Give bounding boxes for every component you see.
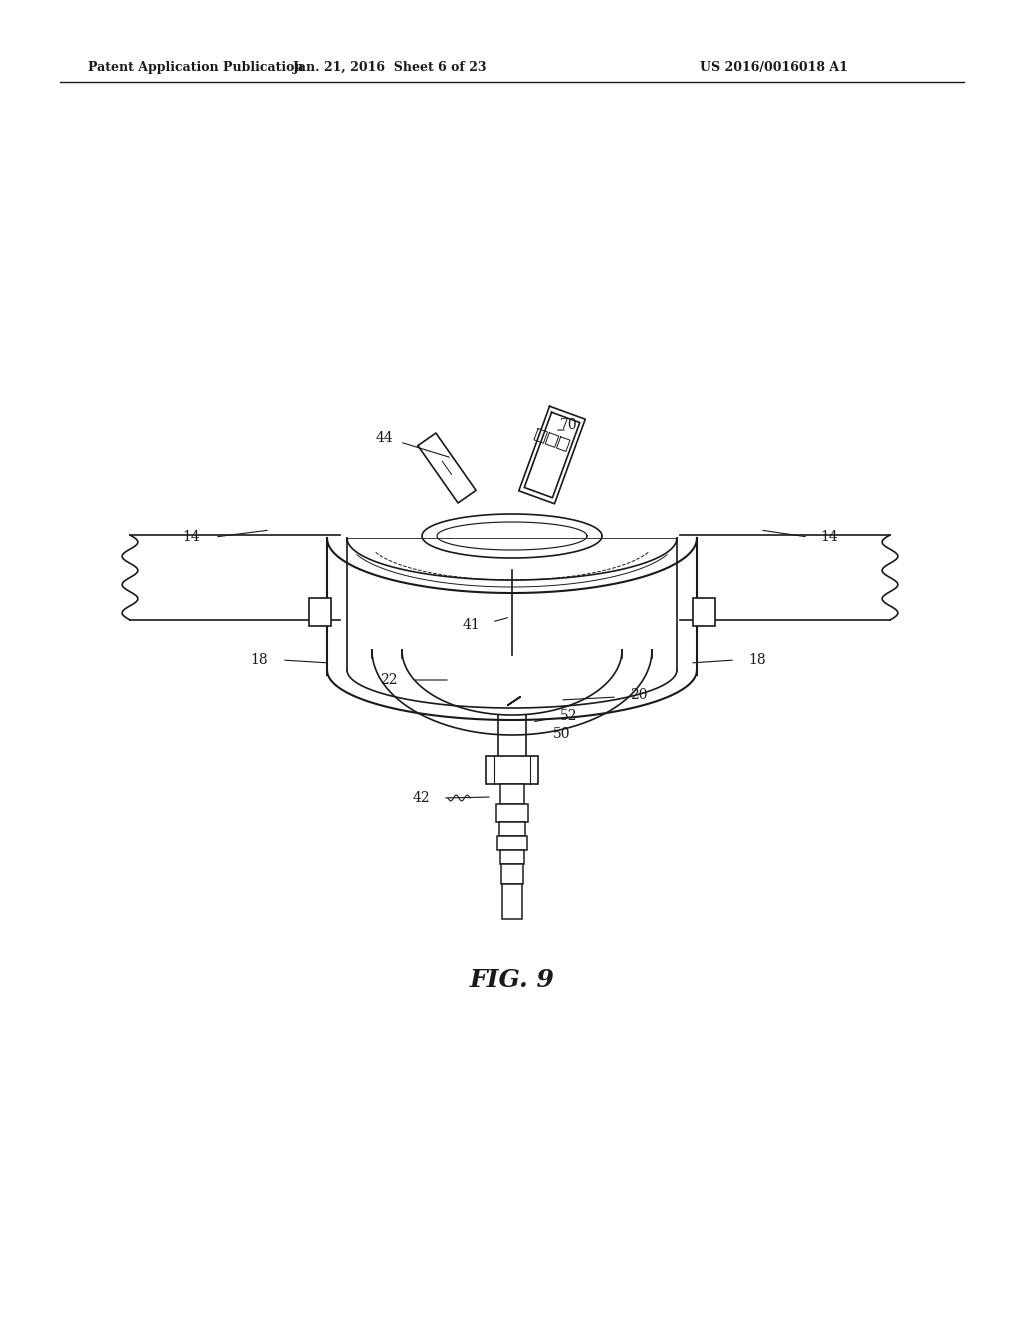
FancyBboxPatch shape — [309, 598, 331, 626]
Text: Jan. 21, 2016  Sheet 6 of 23: Jan. 21, 2016 Sheet 6 of 23 — [293, 62, 487, 74]
Text: US 2016/0016018 A1: US 2016/0016018 A1 — [700, 62, 848, 74]
Text: 14: 14 — [820, 531, 838, 544]
Text: 44: 44 — [375, 432, 393, 445]
FancyBboxPatch shape — [499, 822, 525, 836]
FancyBboxPatch shape — [497, 836, 527, 850]
FancyBboxPatch shape — [486, 756, 538, 784]
Text: 20: 20 — [630, 688, 647, 702]
FancyBboxPatch shape — [500, 850, 524, 865]
Text: 18: 18 — [251, 653, 268, 667]
FancyBboxPatch shape — [502, 884, 522, 919]
Text: Patent Application Publication: Patent Application Publication — [88, 62, 303, 74]
Text: 22: 22 — [381, 673, 398, 686]
Text: 14: 14 — [182, 531, 200, 544]
Text: 18: 18 — [748, 653, 766, 667]
Text: FIG. 9: FIG. 9 — [470, 968, 554, 993]
FancyBboxPatch shape — [501, 865, 523, 884]
FancyBboxPatch shape — [496, 804, 528, 822]
Text: 41: 41 — [462, 618, 480, 632]
Text: 50: 50 — [553, 727, 570, 741]
Text: 70: 70 — [560, 418, 578, 432]
Text: 42: 42 — [413, 791, 430, 805]
FancyBboxPatch shape — [500, 784, 524, 804]
Text: 52: 52 — [560, 709, 578, 723]
FancyBboxPatch shape — [693, 598, 715, 626]
